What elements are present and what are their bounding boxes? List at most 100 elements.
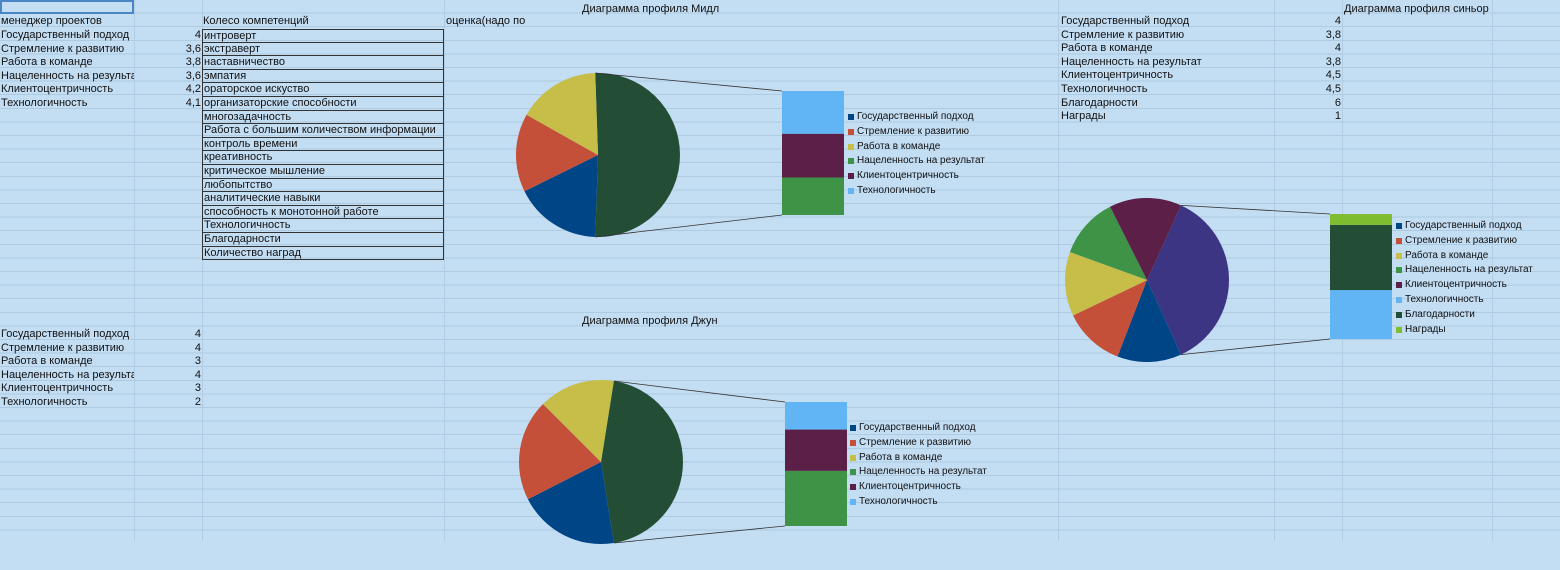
row-label[interactable]: Государственный подход <box>1 328 130 340</box>
row-label[interactable]: Нацеленность на результат <box>1 368 134 381</box>
row-value[interactable]: 3,8 <box>1325 55 1341 68</box>
wheel-item[interactable]: критическое мышление <box>202 165 444 179</box>
row-value[interactable]: 4 <box>194 29 201 41</box>
pie-slice[interactable] <box>1117 280 1181 362</box>
wheel-item[interactable]: эмпатия <box>202 69 444 84</box>
wheel-item[interactable]: Количество наград <box>202 246 444 261</box>
wheel-item[interactable]: наставничество <box>202 56 444 70</box>
legend-item[interactable]: Нацеленность на результат <box>848 154 985 169</box>
wheel-item[interactable]: способность к монотонной работе <box>202 205 444 220</box>
pie-slice[interactable] <box>1069 206 1147 280</box>
row-value[interactable]: 4 <box>194 328 201 340</box>
pie-slice[interactable] <box>1110 198 1181 280</box>
legend-item[interactable]: Государственный подход <box>848 110 985 125</box>
wheel-item[interactable]: экстраверт <box>202 42 444 57</box>
header-cell[interactable]: Колесо компетенций <box>203 15 309 27</box>
row-label[interactable]: Работа в команде <box>1 56 93 69</box>
row-label[interactable]: Стремление к развитию <box>1 42 125 55</box>
row-label[interactable]: Работа в команде <box>1 355 93 368</box>
legend-item[interactable]: Работа в команде <box>850 451 987 466</box>
chart-senior[interactable] <box>1040 170 1560 430</box>
row-value[interactable]: 4,5 <box>1325 69 1341 82</box>
wheel-item[interactable]: аналитические навыки <box>202 192 444 206</box>
bar-segment[interactable] <box>785 402 847 430</box>
row-label[interactable]: Технологичность <box>1061 83 1148 95</box>
row-value[interactable]: 4 <box>194 368 201 381</box>
bar-segment[interactable] <box>782 133 844 178</box>
legend-item[interactable]: Государственный подход <box>850 421 987 436</box>
wheel-item[interactable]: Благодарности <box>202 233 444 247</box>
bar-segment[interactable] <box>1330 224 1392 291</box>
row-label[interactable]: Клиентоцентричность <box>1061 69 1174 82</box>
pie-slice[interactable] <box>516 114 598 192</box>
legend-item[interactable]: Технологичность <box>850 495 987 510</box>
bar-segment[interactable] <box>782 177 844 215</box>
bar-segment[interactable] <box>785 470 847 526</box>
row-value[interactable]: 4,5 <box>1325 83 1341 95</box>
row-value[interactable]: 4 <box>194 341 201 354</box>
row-label[interactable]: Нацеленность на результат <box>1 69 134 82</box>
legend-item[interactable]: Государственный подход <box>1396 219 1533 234</box>
row-label[interactable]: Государственный подход <box>1 29 130 41</box>
row-value[interactable]: 4 <box>1334 15 1341 27</box>
wheel-item[interactable]: Технологичность <box>202 219 444 233</box>
pie-slice-other[interactable] <box>595 72 681 237</box>
row-value[interactable]: 3,8 <box>1325 28 1341 41</box>
row-label[interactable]: Награды <box>1061 110 1106 123</box>
legend-item[interactable]: Нацеленность на результат <box>850 465 987 480</box>
chart-mid[interactable] <box>500 40 1000 260</box>
row-value[interactable]: 4,2 <box>185 83 201 96</box>
legend-item[interactable]: Работа в команде <box>1396 249 1533 264</box>
row-value[interactable]: 2 <box>194 396 201 408</box>
row-value[interactable]: 3,6 <box>185 69 201 82</box>
row-value[interactable]: 3,6 <box>185 42 201 55</box>
pie-slice[interactable] <box>524 155 598 237</box>
legend-item[interactable]: Стремление к развитию <box>1396 234 1533 249</box>
chart-jun[interactable] <box>500 350 1000 570</box>
legend-item[interactable]: Награды <box>1396 323 1533 338</box>
wheel-item[interactable]: контроль времени <box>202 137 444 152</box>
wheel-item[interactable]: креативность <box>202 151 444 165</box>
row-value[interactable]: 4,1 <box>185 97 201 109</box>
row-value[interactable]: 3 <box>194 355 201 368</box>
pie-slice[interactable] <box>1073 280 1147 357</box>
legend-item[interactable]: Стремление к развитию <box>850 436 987 451</box>
legend-item[interactable]: Работа в команде <box>848 140 985 155</box>
wheel-item[interactable]: Работа с большим количеством информации <box>202 124 444 138</box>
row-value[interactable]: 3 <box>194 382 201 395</box>
legend-item[interactable]: Стремление к развитию <box>848 125 985 140</box>
row-label[interactable]: Стремление к развитию <box>1061 28 1185 41</box>
wheel-item[interactable]: любопытство <box>202 178 444 193</box>
header-cell[interactable]: менеджер проектов <box>1 15 102 27</box>
legend-item[interactable]: Клиентоцентричность <box>848 169 985 184</box>
row-label[interactable]: Благодарности <box>1061 96 1138 109</box>
row-label[interactable]: Технологичность <box>1 97 88 109</box>
row-value[interactable]: 4 <box>1334 42 1341 55</box>
row-label[interactable]: Клиентоцентричность <box>1 382 114 395</box>
row-value[interactable]: 6 <box>1334 96 1341 109</box>
pie-slice[interactable] <box>527 462 614 544</box>
bar-segment[interactable] <box>1330 214 1392 225</box>
legend-item[interactable]: Клиентоцентричность <box>850 480 987 495</box>
wheel-item[interactable]: многозадачность <box>202 110 444 125</box>
row-label[interactable]: Технологичность <box>1 396 88 408</box>
wheel-item[interactable]: интроверт <box>202 29 444 43</box>
pie-slice[interactable] <box>543 380 614 462</box>
row-label[interactable]: Работа в команде <box>1061 42 1153 55</box>
legend-item[interactable]: Нацеленность на результат <box>1396 263 1533 278</box>
bar-segment[interactable] <box>785 429 847 471</box>
row-label[interactable]: Государственный подход <box>1061 15 1190 27</box>
pie-slice-other[interactable] <box>601 381 683 543</box>
pie-slice[interactable] <box>526 73 598 155</box>
row-value[interactable]: 3,8 <box>185 56 201 69</box>
selected-cell[interactable] <box>0 0 134 14</box>
pie-slice-other[interactable] <box>1147 205 1229 355</box>
wheel-item[interactable]: ораторское искуство <box>202 83 444 97</box>
pie-slice[interactable] <box>1065 252 1147 316</box>
wheel-item[interactable]: организаторские способности <box>202 97 444 111</box>
header-cell[interactable]: оценка(надо по <box>446 15 526 27</box>
bar-segment[interactable] <box>1330 290 1392 339</box>
row-label[interactable]: Нацеленность на результат <box>1061 55 1202 68</box>
legend-item[interactable]: Благодарности <box>1396 308 1533 323</box>
legend-item[interactable]: Клиентоцентричность <box>1396 278 1533 293</box>
